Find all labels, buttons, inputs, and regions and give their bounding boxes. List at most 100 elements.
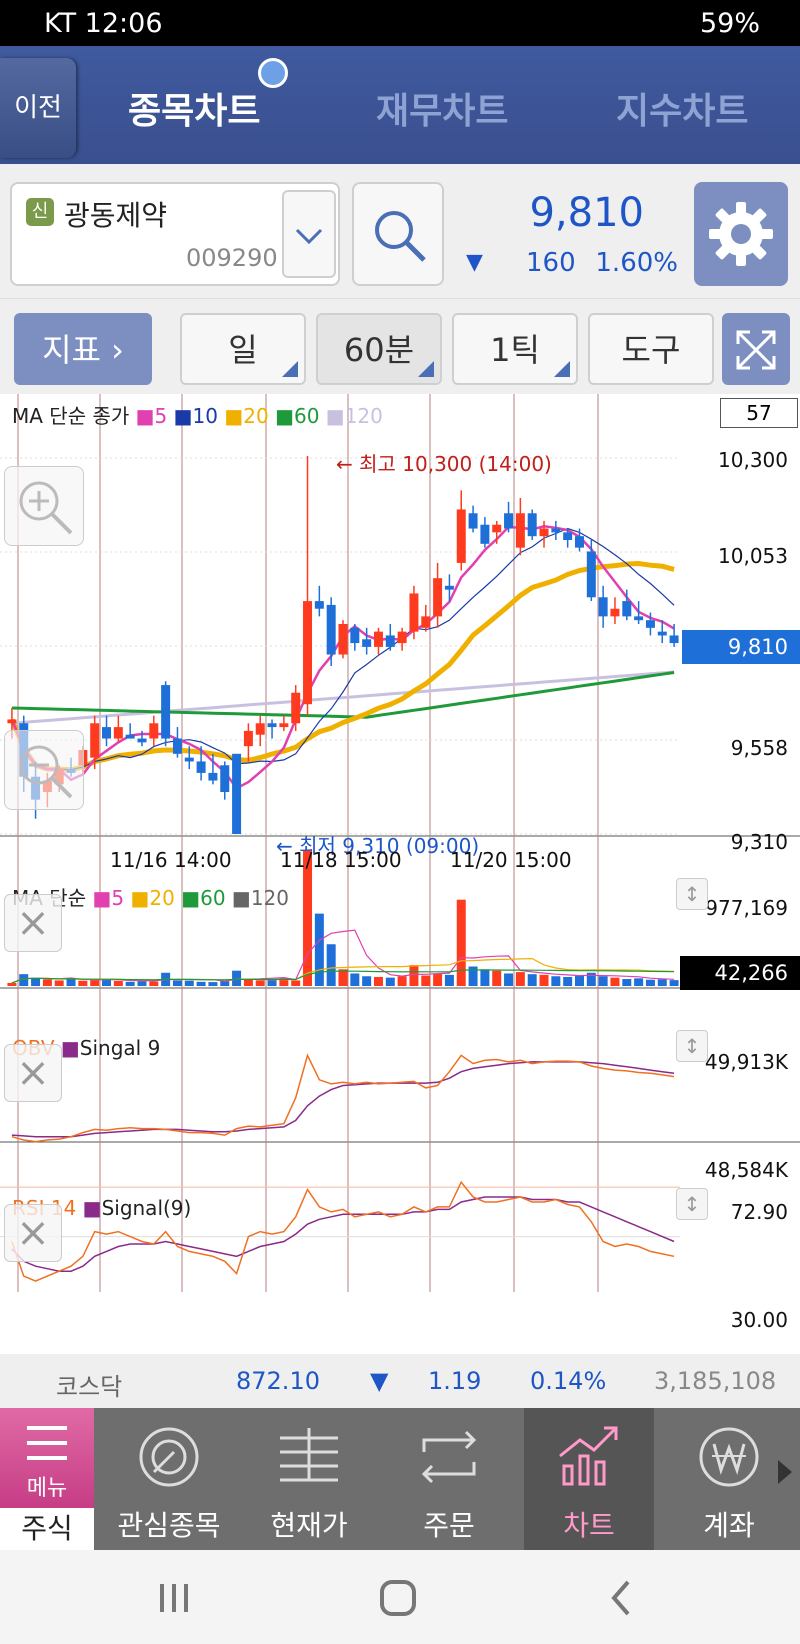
volume-bar xyxy=(338,969,348,986)
ma20-label: 20 xyxy=(243,404,269,428)
watchlist-icon xyxy=(139,1427,199,1487)
x-axis-label: 11/20 15:00 xyxy=(450,848,572,872)
chart-area[interactable]: MA 단순 종가 ■5 ■10 ■20 ■60 ■120 57 10,300 1… xyxy=(0,394,800,1354)
candle-body xyxy=(7,719,17,724)
candle-body xyxy=(421,616,431,628)
menu-button[interactable]: 메뉴 xyxy=(0,1408,94,1508)
tick-label: 1틱 xyxy=(490,331,540,369)
search-button[interactable] xyxy=(352,182,444,286)
zoom-out-button[interactable] xyxy=(4,730,84,810)
period-day-label: 일 xyxy=(228,331,258,369)
price-legend-label: MA 단순 종가 xyxy=(12,404,130,428)
interval-60min-button[interactable]: 60분 xyxy=(316,313,442,385)
volume-bar xyxy=(598,976,608,986)
volume-bar xyxy=(397,976,407,986)
candle-body xyxy=(504,513,514,529)
close-rsi-icon[interactable]: × xyxy=(4,1204,62,1262)
dropdown-corner-icon xyxy=(282,361,298,377)
volume-bar xyxy=(267,979,277,986)
chart-icon xyxy=(559,1426,618,1486)
price-change: 160 xyxy=(526,248,576,278)
index-value: 872.10 xyxy=(236,1367,320,1395)
volume-bar xyxy=(208,982,218,986)
back-button[interactable]: 이전 xyxy=(0,58,76,158)
settings-button[interactable] xyxy=(694,182,788,286)
down-arrow-icon: ▼ xyxy=(466,250,483,275)
period-day-button[interactable]: 일 xyxy=(180,313,306,385)
recent-apps-icon[interactable] xyxy=(154,1578,194,1618)
volume-bar xyxy=(362,976,372,986)
candle-body xyxy=(433,578,443,617)
candle-body xyxy=(303,601,313,705)
expand-icon xyxy=(736,330,776,370)
nav-chart[interactable]: 차트 xyxy=(524,1408,654,1550)
candle-body xyxy=(314,601,324,609)
candle-body xyxy=(645,620,655,628)
candle-body xyxy=(196,761,206,773)
stock-info-bar: 신 광동제약 009290 9,810 ▼ 160 1.60% xyxy=(0,164,800,298)
close-volume-icon[interactable]: × xyxy=(4,894,62,952)
volume-bar xyxy=(409,965,419,986)
tab-financial-chart[interactable]: 재무차트 xyxy=(376,91,509,132)
ma120-line xyxy=(11,670,675,725)
obv-signal-label: Singal 9 xyxy=(79,1036,161,1060)
nav-watchlist[interactable]: 관심종목 xyxy=(104,1408,234,1550)
stock-category-tab[interactable]: 주식 xyxy=(0,1508,94,1550)
index-ticker-bar[interactable]: 코스닥 872.10 ▼ 1.19 0.14% 3,185,108 xyxy=(0,1354,800,1408)
candle-body xyxy=(149,723,159,739)
index-change: 1.19 xyxy=(428,1367,482,1395)
obv-line xyxy=(11,1053,675,1143)
indicator-button[interactable]: 지표 › xyxy=(14,313,152,385)
nav-order[interactable]: 주문 xyxy=(384,1408,514,1550)
vol-ma5-label: 5 xyxy=(111,886,125,910)
home-icon[interactable] xyxy=(378,1578,418,1618)
candle-body xyxy=(492,524,502,533)
candle-body xyxy=(409,593,419,632)
ma5-label: 5 xyxy=(154,404,168,428)
index-change-pct: 0.14% xyxy=(530,1367,607,1395)
volume-bar xyxy=(622,979,632,986)
zoom-in-button[interactable] xyxy=(4,466,84,546)
chart-canvas[interactable] xyxy=(0,394,800,1354)
tools-button[interactable]: 도구 xyxy=(588,313,714,385)
visible-count-box[interactable]: 57 xyxy=(720,398,798,428)
candle-body xyxy=(232,753,242,834)
resize-obv-icon[interactable]: ↕ xyxy=(676,1030,708,1062)
bottom-navigation: 메뉴 주식 관심종목 현재가 주문 차트 계좌 xyxy=(0,1408,800,1550)
close-obv-icon[interactable]: × xyxy=(4,1044,62,1102)
resize-rsi-icon[interactable]: ↕ xyxy=(676,1188,708,1220)
obv-max-label: 49,913K xyxy=(704,1050,788,1074)
candle-body xyxy=(634,616,644,621)
candle-body xyxy=(598,597,608,617)
stock-selector[interactable]: 신 광동제약 009290 xyxy=(10,182,340,286)
battery-level: 59% xyxy=(699,8,760,39)
volume-bar xyxy=(90,980,100,986)
nav-account[interactable]: 계좌 xyxy=(664,1408,794,1550)
ma60-line xyxy=(11,671,675,719)
dropdown-corner-icon xyxy=(554,361,570,377)
candle-body xyxy=(539,528,549,537)
nav-account-label: 계좌 xyxy=(703,1509,755,1542)
tick-button[interactable]: 1틱 xyxy=(452,313,578,385)
volume-bar xyxy=(102,979,112,986)
order-icon xyxy=(421,1430,477,1484)
volume-bar xyxy=(610,977,620,986)
candle-body xyxy=(137,738,147,743)
back-icon[interactable] xyxy=(602,1578,642,1618)
candle-body xyxy=(586,551,596,598)
candle-body xyxy=(551,528,561,533)
volume-bar xyxy=(196,981,206,986)
chevron-down-icon[interactable] xyxy=(282,190,336,278)
resize-volume-icon[interactable]: ↕ xyxy=(676,878,708,910)
candle-body xyxy=(220,765,230,792)
nav-current-price[interactable]: 현재가 xyxy=(244,1408,374,1550)
tab-index-chart[interactable]: 지수차트 xyxy=(616,91,749,132)
tab-stock-chart[interactable]: 종목차트 xyxy=(128,91,261,132)
volume-bar xyxy=(433,973,443,986)
ma120-label: 120 xyxy=(344,404,383,428)
expand-button[interactable] xyxy=(722,313,790,385)
candle-body xyxy=(243,730,253,747)
candle-body xyxy=(208,772,218,781)
scroll-right-icon[interactable] xyxy=(778,1460,792,1484)
volume-bar xyxy=(563,976,573,986)
